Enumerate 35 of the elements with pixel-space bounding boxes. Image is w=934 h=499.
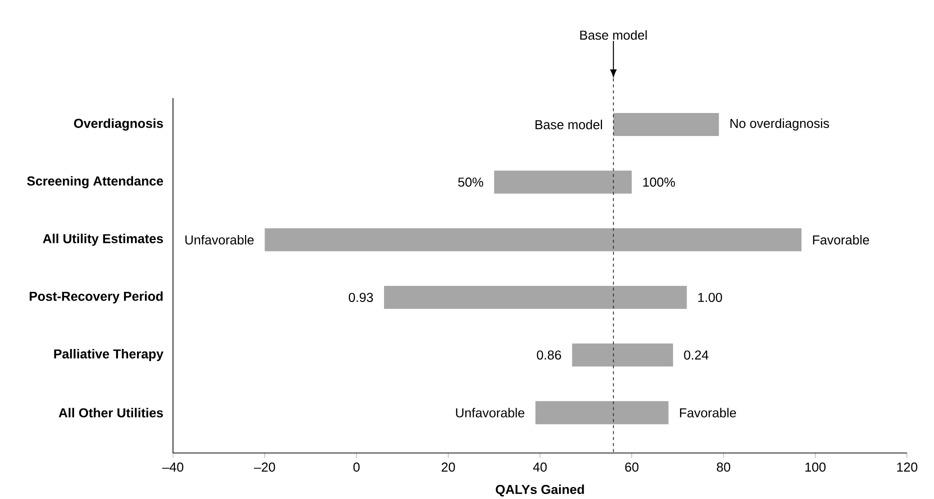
bar <box>494 170 632 194</box>
annotation: Unfavorable <box>456 408 524 418</box>
x-tick-label: 100 <box>805 462 826 472</box>
ref-line-label: Base model <box>580 30 647 40</box>
y-tick-label: Overdiagnosis <box>74 118 163 131</box>
x-tick-label: 0 <box>353 462 360 472</box>
annotation: No overdiagnosis <box>730 118 830 131</box>
annotation: Favorable <box>813 235 870 245</box>
bar <box>535 401 668 424</box>
bar <box>384 286 687 309</box>
annotation: 1.00 <box>698 292 722 302</box>
annotation: 0.93 <box>348 292 373 302</box>
x-tick-label: 60 <box>625 462 638 472</box>
annotation: 100% <box>643 178 675 187</box>
y-tick-label: Post-Recovery Period <box>30 291 163 304</box>
annotation: 0.24 <box>684 350 708 360</box>
y-tick-label: Palliative Therapy <box>54 348 164 362</box>
annotation: 0.86 <box>536 350 562 360</box>
x-tick-label: 120 <box>897 462 918 472</box>
x-tick-label: 20 <box>442 462 455 472</box>
annotation: 50% <box>458 178 484 187</box>
x-tick-label: 80 <box>716 462 730 472</box>
annotation: Base model <box>536 120 602 130</box>
y-tick-label: All Utility Estimates <box>42 234 163 246</box>
bar <box>572 344 674 367</box>
annotation: Unfavorable <box>185 235 254 245</box>
bar <box>613 112 719 136</box>
y-tick-label: All Other Utilities <box>58 408 163 418</box>
y-tick-label: Screening Attendance <box>27 176 164 188</box>
x-tick-label: 40 <box>533 462 547 472</box>
x-tick-label: –40 <box>162 462 184 472</box>
x-axis-title: QALYs Gained <box>496 484 584 496</box>
annotation: Favorable <box>680 408 736 418</box>
bar <box>264 228 802 252</box>
x-tick-label: –20 <box>254 462 276 472</box>
